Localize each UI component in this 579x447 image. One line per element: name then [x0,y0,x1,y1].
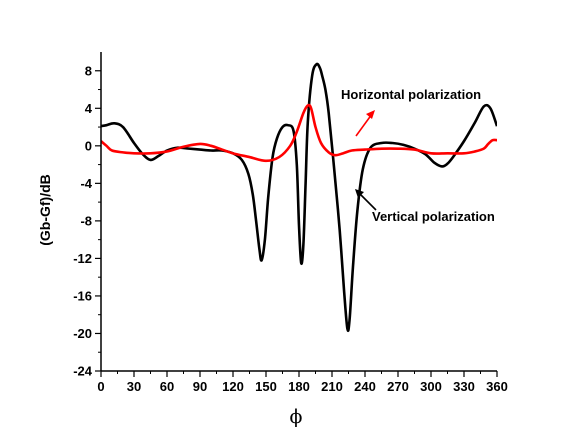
annotation-vertical-polarization: Vertical polarization [372,209,495,224]
x-tick-label: 210 [321,379,343,394]
x-axis-title: ϕ [290,406,303,428]
ticks-layer: -24 -20 -16 -12 -8 -4 0 4 8 0 30 60 90 120 150 180 210 24… [73,63,508,394]
series-layer [101,62,497,333]
annotation-arrow-vertical [358,192,377,211]
x-tick-label: 240 [354,379,376,394]
series-line-red [101,103,497,163]
y-tick-label: -8 [80,213,92,228]
x-tick-label: 360 [486,379,508,394]
x-tick-label: 60 [160,379,174,394]
x-tick-label: 180 [288,379,310,394]
annotation-arrowhead-horizontal [366,110,375,119]
y-tick-label: -12 [73,251,92,266]
y-tick-label: 4 [85,101,93,116]
y-tick-label: 8 [85,63,92,78]
x-tick-label: 90 [193,379,207,394]
y-tick-label: 0 [85,138,92,153]
x-tick-label: 120 [222,379,244,394]
y-axis-title: (Gb-Gf)/dB [37,174,53,246]
x-tick-label: 30 [127,379,141,394]
y-tick-label: -20 [73,326,92,341]
x-tick-label: 300 [420,379,442,394]
y-tick-label: -24 [73,364,93,379]
y-tick-label: -4 [80,176,92,191]
annotation-arrow-horizontal [355,113,373,137]
arrow-layer [355,110,377,211]
y-tick-label: -16 [73,288,92,303]
series-line-black [101,62,497,333]
x-tick-label: 0 [97,379,104,394]
annotation-horizontal-polarization: Horizontal polarization [341,87,481,102]
annotation-arrowhead-vertical [355,189,364,198]
x-tick-label: 150 [255,379,277,394]
x-tick-label: 270 [387,379,409,394]
x-tick-label: 330 [453,379,475,394]
